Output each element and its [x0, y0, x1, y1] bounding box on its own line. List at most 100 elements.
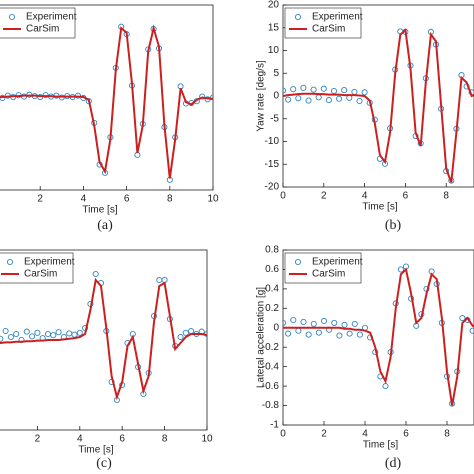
data-layer	[0, 270, 207, 404]
experiment-point	[361, 89, 368, 96]
x-tick-label: 0	[280, 429, 286, 440]
experiment-point	[459, 315, 466, 322]
y-tick-label: -0.6	[262, 381, 280, 392]
legend-box	[284, 252, 362, 284]
x-tick-label: 6	[403, 191, 409, 202]
experiment-point	[305, 97, 312, 104]
x-tick-label: 2	[35, 434, 41, 445]
experiment-point	[300, 84, 307, 91]
experiment-point	[0, 335, 4, 342]
legend-label: Experiment	[312, 12, 363, 23]
carsim-line	[0, 277, 207, 401]
legend-marker	[294, 258, 302, 266]
y-axis-label: Lateral acceleration [g]	[256, 287, 267, 388]
x-axis-label: Time [s]	[78, 445, 113, 456]
y-tick-label: 15	[268, 22, 280, 33]
experiment-point	[55, 329, 62, 336]
legend-marker	[8, 13, 16, 21]
experiment-point	[177, 333, 184, 341]
y-tick-label: -10	[265, 136, 280, 147]
y-tick-label: 0.8	[265, 245, 279, 256]
panel-caption: (b)	[385, 218, 402, 233]
x-tick-label: 8	[167, 194, 173, 205]
legend-marker	[294, 13, 302, 21]
experiment-point	[330, 87, 338, 95]
experiment-point	[320, 317, 328, 325]
experiment-point	[325, 97, 332, 104]
y-tick-label: 0	[273, 91, 279, 102]
experiment-point	[305, 331, 312, 338]
experiment-point	[209, 94, 213, 101]
x-tick-label: 6	[403, 429, 409, 440]
panel: 0 2 4 6 8 0.8 0.6 0.4 0.2 0 -0.2 -0.4 -0.6 -0.8 -1 Expe…	[256, 245, 474, 471]
experiment-point	[341, 321, 348, 328]
experiment-point	[92, 270, 99, 278]
x-tick-label: 4	[77, 434, 83, 445]
carsim-line	[283, 28, 474, 183]
legend-label: Experiment	[26, 12, 77, 23]
experiment-point	[29, 333, 36, 340]
legend-label: CarSim	[312, 24, 345, 35]
experiment-point	[285, 330, 292, 337]
y-tick-label: -15	[265, 159, 280, 170]
carsim-line	[283, 267, 474, 406]
legend-label: CarSim	[26, 24, 59, 35]
experiment-point	[23, 328, 30, 335]
x-tick-label: 8	[443, 191, 449, 202]
experiment-point	[351, 320, 358, 327]
y-tick-label: 5	[273, 68, 279, 79]
legend-label: CarSim	[312, 269, 345, 280]
experiment-point	[397, 266, 404, 273]
x-tick-label: 10	[201, 434, 213, 445]
experiment-point	[382, 383, 389, 390]
experiment-point	[310, 320, 317, 327]
panel-caption: (d)	[385, 456, 402, 471]
panel-caption: (c)	[96, 456, 112, 471]
x-tick-label: 4	[362, 429, 368, 440]
experiment-point	[182, 329, 189, 336]
y-tick-label: -0.8	[262, 400, 280, 411]
experiment-point	[34, 329, 41, 336]
legend-label: Experiment	[24, 257, 75, 268]
experiment-point	[356, 331, 363, 338]
experiment-point	[336, 95, 343, 102]
x-tick-label: 4	[81, 194, 87, 205]
y-tick-label: 0.2	[265, 303, 279, 314]
x-tick-label: 10	[207, 194, 219, 205]
experiment-point	[285, 96, 292, 103]
experiment-point	[7, 333, 14, 341]
data-layer	[283, 263, 474, 407]
experiment-point	[283, 319, 287, 326]
experiment-point	[295, 95, 302, 102]
y-tick-label: 0	[273, 322, 279, 333]
experiment-point	[283, 87, 287, 94]
experiment-point	[76, 329, 83, 336]
legend-box	[0, 252, 74, 284]
data-layer	[0, 23, 213, 183]
x-tick-label: 0	[280, 191, 286, 202]
y-tick-label: 0.6	[265, 264, 279, 275]
x-tick-label: 6	[124, 194, 130, 205]
y-tick-label: 10	[268, 45, 280, 56]
panel-caption: (a)	[97, 218, 113, 233]
experiment-point	[315, 329, 322, 336]
experiment-point	[336, 332, 343, 339]
experiment-point	[310, 86, 317, 93]
y-tick-label: -20	[265, 182, 280, 193]
x-tick-label: 2	[321, 191, 327, 202]
legend-marker	[6, 258, 14, 266]
y-tick-label: -0.4	[262, 361, 280, 372]
x-axis-label: Time [s]	[82, 205, 117, 216]
experiment-point	[331, 319, 338, 326]
experiment-point	[300, 318, 307, 325]
x-axis-label: Time [s]	[363, 440, 398, 451]
experiment-point	[356, 97, 363, 105]
y-axis-label: Yaw rate [deg/s]	[256, 60, 267, 132]
experiment-point	[50, 332, 57, 339]
experiment-point	[199, 93, 206, 100]
x-tick-label: 8	[444, 429, 450, 440]
x-tick-label: 2	[37, 194, 43, 205]
y-tick-label: -5	[270, 113, 279, 124]
